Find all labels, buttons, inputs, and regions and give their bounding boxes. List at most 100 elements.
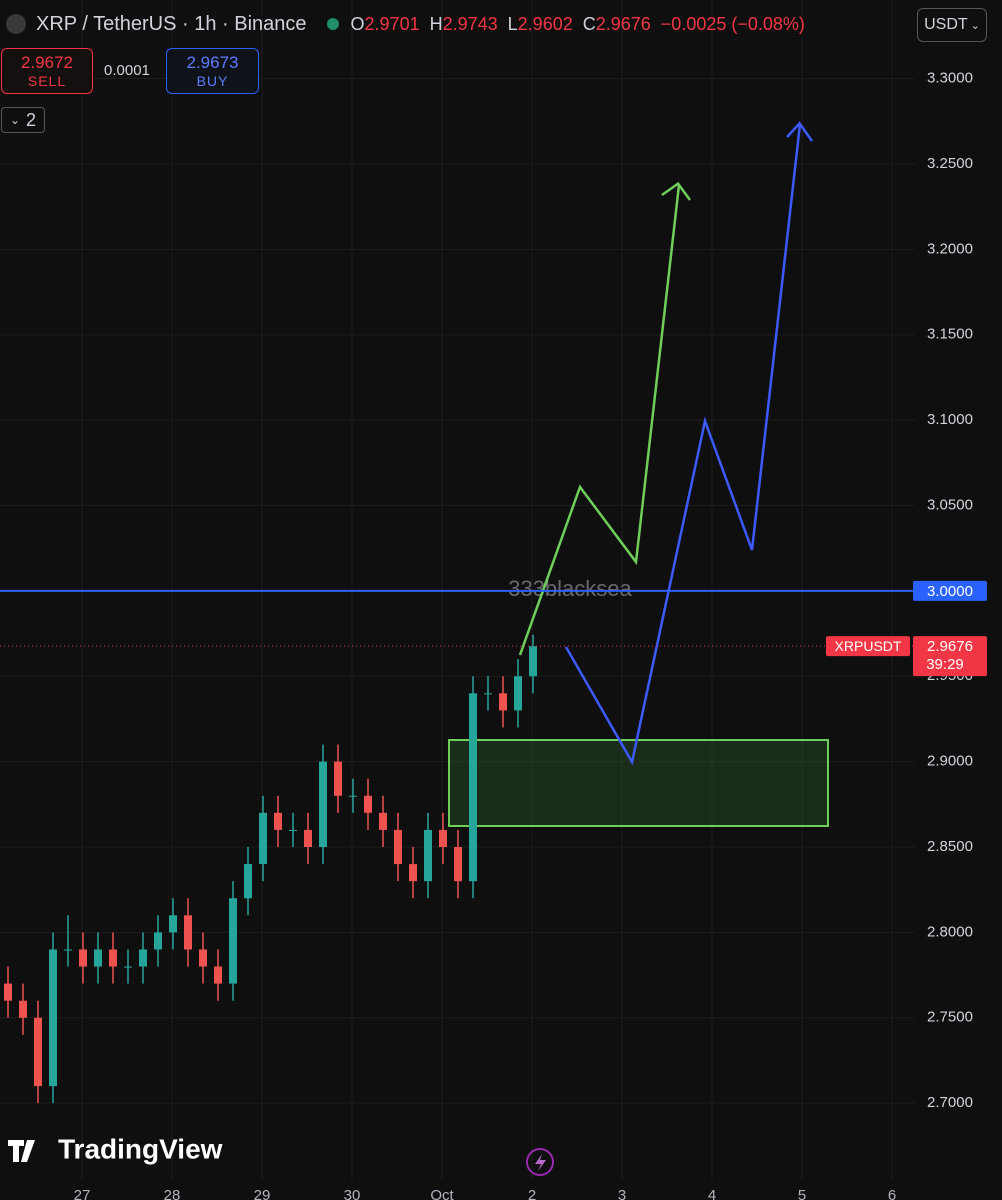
x-tick-label: 27 xyxy=(74,1187,91,1200)
y-tick-label: 2.8000 xyxy=(927,923,973,940)
candle-body xyxy=(199,949,207,967)
candle-body xyxy=(49,949,57,1087)
candle-body xyxy=(229,898,237,984)
candle-body xyxy=(4,983,12,1001)
candle-body xyxy=(424,829,432,882)
candle-body xyxy=(64,949,72,951)
candle-body xyxy=(94,949,102,967)
x-tick-label: 30 xyxy=(344,1187,361,1200)
sell-price: 2.9672 xyxy=(21,53,73,72)
candle-body xyxy=(514,676,522,711)
candle-body xyxy=(79,949,87,967)
status-dot xyxy=(326,18,339,30)
x-tick-label: 2 xyxy=(528,1187,536,1200)
candle-body xyxy=(334,761,342,796)
ohlc-key: H xyxy=(429,13,443,34)
buy-label: BUY xyxy=(196,73,229,89)
candle-body xyxy=(454,847,462,882)
x-tick-label: 5 xyxy=(798,1187,806,1200)
ohlc-key: C xyxy=(582,13,596,34)
candle-body xyxy=(394,829,402,865)
candle-body xyxy=(259,812,267,865)
y-tick-label: 2.7500 xyxy=(927,1009,973,1026)
hline-label: 3.0000 xyxy=(927,583,973,600)
candle-body xyxy=(244,864,252,899)
price-axis: 27 28 29 30 Oct 2 3 4 5 6 3.3000 3.2500 3.2000 3.1500… xyxy=(0,70,987,1200)
candle-body xyxy=(364,795,372,813)
ohlc-value: 2.9701 xyxy=(364,13,420,34)
symbol-label-bg xyxy=(826,636,910,657)
currency: USDT xyxy=(924,16,968,33)
candle-body xyxy=(499,693,507,711)
hline-label-bg xyxy=(913,580,987,601)
y-tick-label: 3.2000 xyxy=(927,240,973,257)
y-tick-label: 3.2500 xyxy=(927,155,973,172)
ohlc-value: 2.9676 xyxy=(595,13,651,34)
countdown: 39:29 xyxy=(926,656,964,673)
currency-button[interactable]: USDT ⌄ xyxy=(917,8,987,42)
symbol: XRP / TetherUS · 1h · Binance xyxy=(36,12,307,35)
candle-body xyxy=(109,949,117,967)
candle-body xyxy=(469,693,477,882)
sell-button[interactable]: 2.9672 SELL xyxy=(1,48,93,94)
candle-body xyxy=(319,761,327,848)
candle-body xyxy=(484,693,492,695)
green-arrow xyxy=(661,181,680,197)
indicator-count: 2 xyxy=(26,109,37,130)
y-tick-label: 3.1500 xyxy=(927,326,973,343)
x-tick-label: 3 xyxy=(618,1187,626,1200)
green-path xyxy=(518,181,692,656)
symbol-label: XRPUSDT xyxy=(835,638,902,654)
chevron: ⌄ xyxy=(970,19,980,32)
y-tick-label: 2.7000 xyxy=(927,1094,973,1111)
x-tick-label: Oct xyxy=(430,1187,454,1200)
ohlc-key: L xyxy=(507,13,518,34)
spread: 0.0001 xyxy=(104,62,150,79)
sell-label: SELL xyxy=(27,73,67,89)
indicators-toggle[interactable]: ⌄ 2 xyxy=(1,107,45,133)
buy-button[interactable]: 2.9673 BUY xyxy=(166,48,259,94)
blue-path xyxy=(564,120,814,766)
watermark: 333blacksea xyxy=(508,576,632,601)
last-price-label: 2.9676 xyxy=(927,638,973,655)
candle-body xyxy=(439,829,447,848)
ohlc: O2.9701 H2.9743 L2.9602 C2.9676 xyxy=(351,14,651,35)
chevron: ⌄ xyxy=(9,113,21,127)
candle-body xyxy=(19,1000,27,1018)
last-price-bg xyxy=(913,636,987,677)
candle-body xyxy=(184,915,192,950)
candle-body xyxy=(529,646,537,677)
candle-body xyxy=(139,949,147,967)
x-tick-label: 29 xyxy=(254,1187,271,1200)
x-tick-label: 6 xyxy=(888,1187,896,1200)
ohlc-value: 2.9743 xyxy=(442,13,498,34)
blue-arrow xyxy=(786,122,801,138)
brand-logo xyxy=(8,1140,35,1162)
lightning-icon[interactable] xyxy=(526,1148,554,1176)
candle-body xyxy=(304,829,312,848)
header: XRP / TetherUS · 1h · Binance O2.9701 H2.… xyxy=(0,8,805,40)
y-tick-label: 3.0500 xyxy=(927,496,973,513)
candle-body xyxy=(409,864,417,882)
candle-body xyxy=(214,966,222,984)
ohlc-key: O xyxy=(350,13,365,34)
candle-body xyxy=(289,829,297,831)
candle-body xyxy=(169,915,177,933)
y-tick-label: 2.8500 xyxy=(927,838,973,855)
candle-body xyxy=(349,795,357,797)
lightning-bolt xyxy=(535,1154,546,1171)
candles xyxy=(4,634,537,1104)
y-tick-label: 3.1000 xyxy=(927,411,973,428)
candle-body xyxy=(34,1017,42,1087)
ohlc-value: 2.9602 xyxy=(517,13,573,34)
candle-body xyxy=(124,966,132,968)
x-tick-label: 4 xyxy=(708,1187,716,1200)
change: −0.0025 (−0.08%) xyxy=(660,13,805,34)
candle-body xyxy=(274,812,282,830)
candle-body xyxy=(154,932,162,950)
candle-body xyxy=(379,812,387,830)
y-tick-label: 3.3000 xyxy=(927,70,973,87)
y-tick-label: 2.9000 xyxy=(927,753,973,770)
symbol-icon xyxy=(6,14,26,34)
